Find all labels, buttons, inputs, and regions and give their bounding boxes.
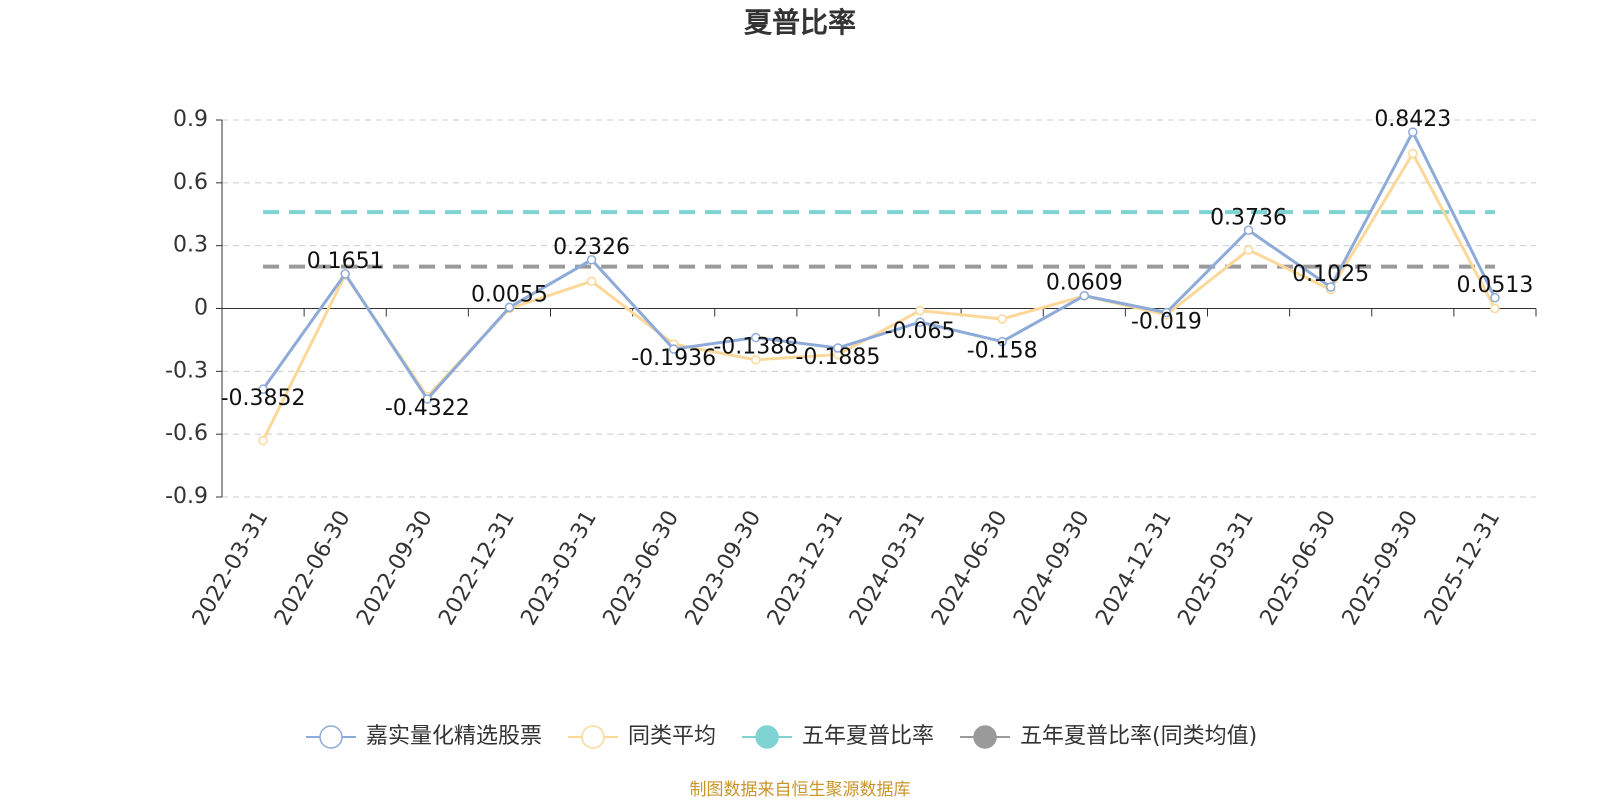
data-label: -0.1936 <box>631 346 716 371</box>
point <box>258 384 268 394</box>
x-tick-label: 2024-09-30 <box>1009 507 1095 630</box>
point <box>504 302 515 313</box>
point <box>258 435 268 446</box>
point <box>997 336 1007 347</box>
point <box>586 255 597 265</box>
data-label: 0.0513 <box>1456 273 1533 298</box>
y-tick-label: -0.3 <box>165 358 208 383</box>
point <box>1243 225 1254 236</box>
point <box>1325 282 1336 292</box>
data-label: -0.1388 <box>713 335 798 360</box>
data-label: 0.1025 <box>1292 262 1369 287</box>
x-tick-label: 2022-09-30 <box>352 507 438 630</box>
y-tick-label: -0.9 <box>165 484 208 509</box>
chart-title: 夏普比率 <box>744 6 856 39</box>
legend-marker <box>319 725 343 749</box>
x-tick-label: 2023-06-30 <box>598 507 684 630</box>
x-tick-label: 2023-03-31 <box>516 507 602 630</box>
y-tick-label: -0.6 <box>165 421 208 446</box>
data-label: 0.2326 <box>553 235 630 260</box>
point <box>833 343 843 353</box>
data-label: 0.0609 <box>1046 271 1123 296</box>
y-tick-label: 0.9 <box>173 107 208 132</box>
point <box>668 344 679 354</box>
x-tick-label: 2025-12-31 <box>1420 507 1506 630</box>
x-tick-label: 2025-03-31 <box>1173 507 1259 630</box>
x-tick-label: 2024-06-30 <box>927 507 1013 630</box>
legend-item: 五年夏普比率(同类均值) <box>960 724 1257 749</box>
point <box>751 332 761 343</box>
data-label: -0.019 <box>1131 309 1202 334</box>
point <box>751 355 761 365</box>
point <box>1490 303 1500 314</box>
point <box>1408 148 1418 159</box>
x-tick-label: 2022-06-30 <box>270 507 356 630</box>
point <box>586 276 597 287</box>
point <box>1243 245 1254 255</box>
point <box>1161 307 1172 318</box>
legend-item: 嘉实量化精选股票 <box>306 724 542 749</box>
point <box>340 269 350 279</box>
legend-marker <box>581 725 605 749</box>
x-tick-label: 2022-12-31 <box>434 507 520 630</box>
point <box>1079 290 1090 301</box>
x-tick-label: 2025-09-30 <box>1338 507 1424 630</box>
data-label: -0.3852 <box>221 386 306 411</box>
legend-label: 同类平均 <box>628 724 716 749</box>
data-label: 0.1651 <box>307 249 384 274</box>
legend-marker <box>973 725 997 749</box>
point <box>915 305 925 316</box>
series-line <box>261 128 1497 402</box>
y-tick-label: 0.3 <box>173 233 208 258</box>
data-label: -0.1885 <box>795 345 880 370</box>
x-tick-label: 2025-06-30 <box>1255 507 1341 630</box>
y-tick-label: 0.6 <box>173 170 208 195</box>
legend-item: 同类平均 <box>568 724 716 749</box>
legend-item: 五年夏普比率 <box>742 724 934 749</box>
data-label: 0.3736 <box>1210 205 1287 230</box>
legend-label: 五年夏普比率 <box>802 724 934 749</box>
x-tick-label: 2022-03-31 <box>188 507 274 630</box>
data-label: 0.8423 <box>1374 107 1451 132</box>
legend-marker <box>755 725 779 749</box>
data-label: -0.158 <box>967 339 1038 364</box>
x-tick-label: 2024-03-31 <box>845 507 931 630</box>
x-tick-label: 2024-12-31 <box>1091 507 1177 630</box>
source-note: 制图数据来自恒生聚源数据库 <box>690 780 911 800</box>
point <box>997 314 1007 324</box>
x-tick-label: 2023-09-30 <box>681 507 767 630</box>
data-label: -0.065 <box>885 319 956 344</box>
point <box>1408 127 1418 137</box>
point <box>422 394 433 404</box>
point <box>915 317 925 327</box>
legend-label: 五年夏普比率(同类均值) <box>1020 724 1257 749</box>
y-tick-label: 0 <box>194 296 208 321</box>
data-label: -0.4322 <box>385 396 470 421</box>
point <box>1490 293 1500 303</box>
data-label: 0.0055 <box>471 282 548 307</box>
legend-label: 嘉实量化精选股票 <box>366 724 542 749</box>
x-tick-label: 2023-12-31 <box>763 507 849 630</box>
